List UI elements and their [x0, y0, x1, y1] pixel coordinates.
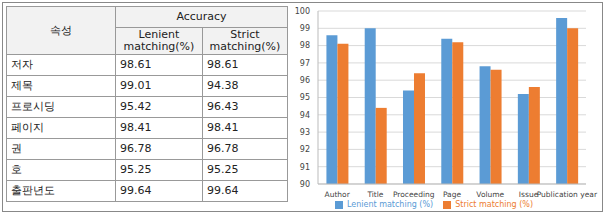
svg-text:93: 93 [300, 128, 310, 137]
html-text:프로시딩: 프로시딩 [11, 100, 55, 113]
svg-text:99: 99 [300, 24, 310, 33]
html-text:98.61: 98.61 [120, 58, 152, 71]
svg-text:Publication year: Publication year [537, 190, 597, 199]
html-text:Lenient matching(%): Lenient matching(%) [123, 28, 195, 53]
html-text:94.38: 94.38 [206, 79, 239, 92]
html-text:99.64: 99.64 [120, 184, 152, 197]
svg-text:96: 96 [300, 76, 310, 85]
svg-text:91: 91 [300, 163, 310, 172]
html-text:95.42: 95.42 [120, 100, 152, 113]
html-text:98.61: 98.61 [206, 58, 239, 71]
html-text:96.78: 96.78 [206, 142, 239, 155]
html-text:98.41: 98.41 [206, 121, 239, 134]
svg-text:97: 97 [300, 59, 310, 68]
html-text:속성: 속성 [50, 23, 72, 37]
html-text:99.01: 99.01 [120, 79, 152, 92]
svg-text:Issue: Issue [519, 190, 539, 199]
html-text:Accuracy: Accuracy [176, 10, 227, 23]
svg-text:Author: Author [325, 190, 351, 199]
svg-text:Page: Page [443, 190, 462, 199]
svg-text:94: 94 [300, 111, 310, 120]
html-text:96.43: 96.43 [206, 100, 239, 113]
html-text:권: 권 [11, 142, 22, 155]
html-text:제목: 제목 [11, 79, 33, 92]
svg-text:98: 98 [300, 41, 310, 50]
svg-text:100: 100 [295, 7, 310, 16]
html-text:Strict matching (%): Strict matching (%) [455, 200, 534, 209]
svg-text:95: 95 [300, 93, 310, 102]
html-text:페이지: 페이지 [11, 121, 44, 134]
html-text:99.64: 99.64 [206, 184, 239, 197]
html-text:호: 호 [11, 163, 22, 176]
svg-text:90: 90 [300, 180, 310, 189]
html-text:Strict matching(%): Strict matching(%) [209, 28, 281, 53]
svg-text:92: 92 [300, 145, 310, 154]
svg-text:Proceeding: Proceeding [393, 190, 435, 199]
html-text:96.78: 96.78 [120, 142, 152, 155]
html-text:95.25: 95.25 [206, 163, 239, 176]
html-text:저자: 저자 [11, 58, 33, 71]
html-text:출판년도: 출판년도 [11, 184, 55, 197]
html-text:Lenient matching (%): Lenient matching (%) [346, 200, 434, 209]
svg-text:Volume: Volume [476, 190, 504, 199]
html-text:95.25: 95.25 [120, 163, 152, 176]
html-text:98.41: 98.41 [120, 121, 152, 134]
svg-text:Title: Title [366, 190, 383, 199]
